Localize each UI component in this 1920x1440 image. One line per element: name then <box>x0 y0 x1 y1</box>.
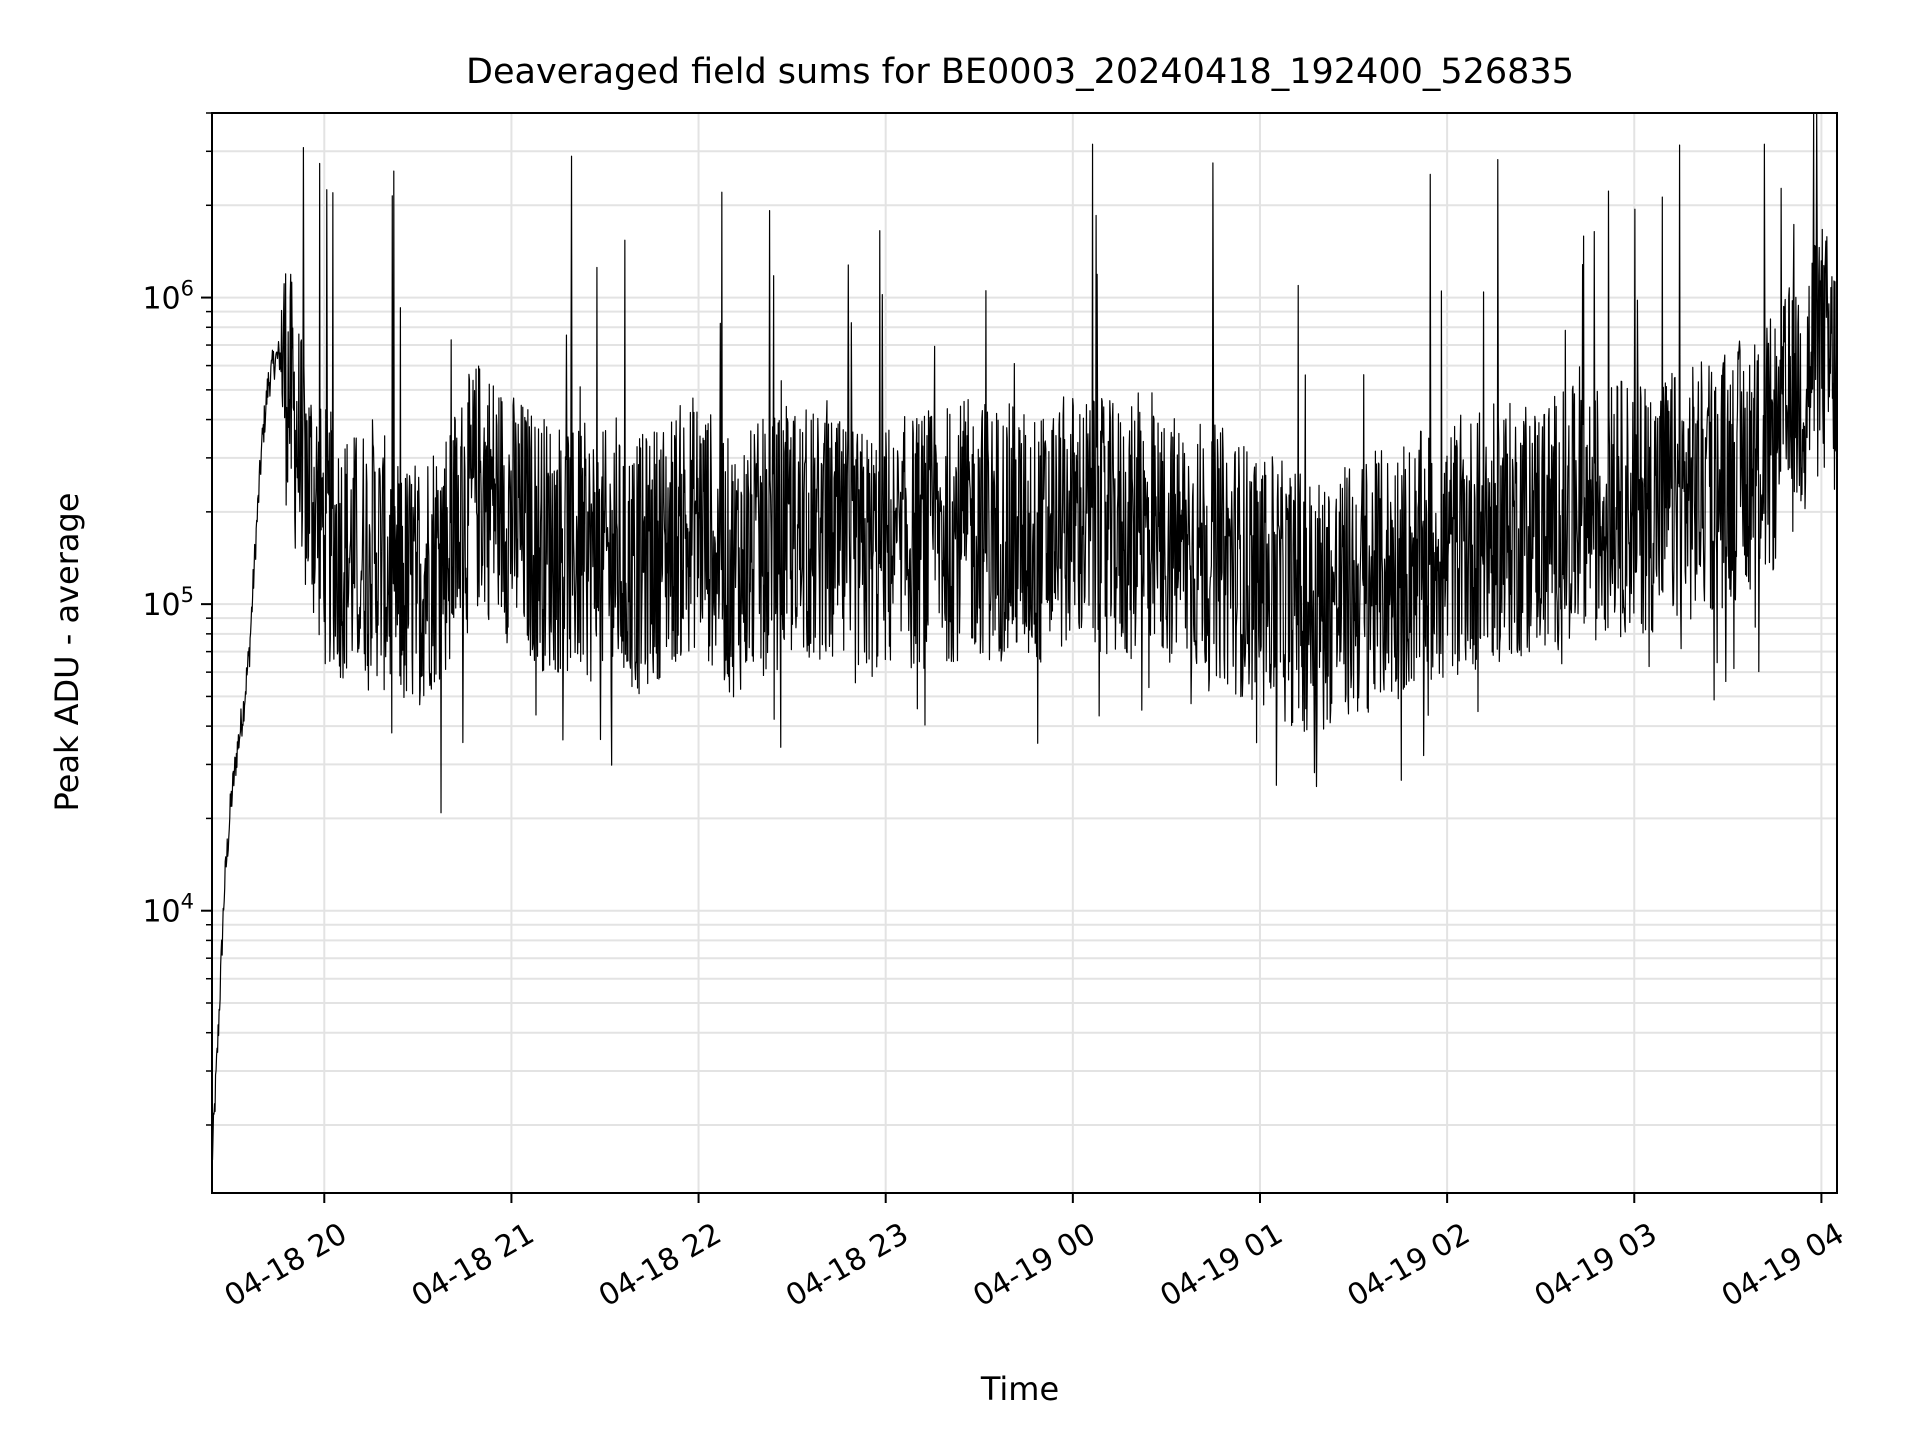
plot-line-group <box>211 112 1838 1161</box>
y-tick-label: 105 <box>142 583 194 623</box>
series-line <box>211 112 1838 1161</box>
y-tick-label: 104 <box>142 890 194 930</box>
chart-title: Deaveraged field sums for BE0003_2024041… <box>466 52 1574 92</box>
y-axis-ticks: 104 105 106 <box>142 112 212 1126</box>
x-axis-label: Time <box>980 1370 1059 1408</box>
y-tick-label: 106 <box>142 277 194 317</box>
y-axis-label: Peak ADU - average <box>48 493 86 812</box>
plot-frame <box>211 112 1838 1194</box>
